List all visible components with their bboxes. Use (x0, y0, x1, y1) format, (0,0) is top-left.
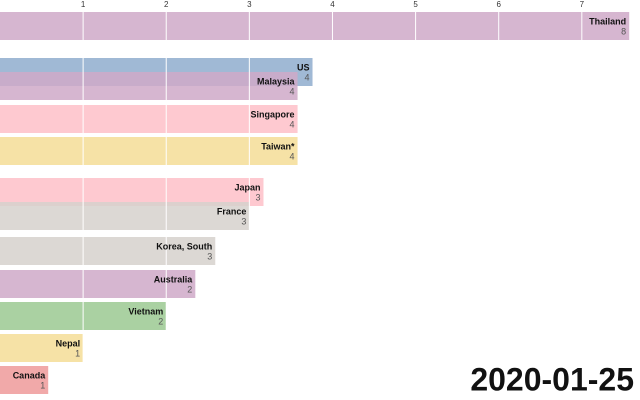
value-label: 1 (40, 380, 45, 390)
value-label: 4 (290, 151, 295, 161)
value-label: 4 (305, 72, 310, 82)
bar (0, 105, 298, 133)
bar (0, 237, 216, 265)
x-tick-label: 6 (496, 0, 501, 9)
bar (0, 137, 298, 165)
x-tick-label: 7 (580, 0, 585, 9)
bar (0, 366, 49, 394)
value-label: 2 (187, 284, 192, 294)
category-label: Nepal (56, 338, 81, 348)
value-label: 4 (290, 119, 295, 129)
category-label: Taiwan* (261, 141, 295, 151)
date-label: 2020-01-25 (470, 361, 634, 397)
x-tick-label: 5 (413, 0, 418, 9)
category-label: Malaysia (257, 76, 296, 86)
value-label: 3 (241, 216, 246, 226)
value-label: 3 (207, 251, 212, 261)
category-label: Australia (154, 274, 194, 284)
value-label: 3 (255, 192, 260, 202)
category-label: Vietnam (128, 306, 163, 316)
bar (0, 270, 196, 298)
value-label: 2 (158, 316, 163, 326)
category-label: Canada (13, 370, 47, 380)
bar (0, 12, 630, 40)
x-tick-label: 4 (330, 0, 335, 9)
x-tick-label: 1 (81, 0, 86, 9)
value-label: 4 (290, 86, 295, 96)
x-tick-label: 2 (164, 0, 169, 9)
category-label: Korea, South (156, 241, 212, 251)
bar (0, 178, 264, 206)
category-label: Japan (234, 182, 260, 192)
bar (0, 334, 84, 362)
bar (0, 72, 298, 100)
value-label: 1 (75, 348, 80, 358)
bar (0, 202, 250, 230)
x-tick-label: 3 (247, 0, 252, 9)
category-label: Thailand (589, 16, 626, 26)
value-label: 8 (621, 26, 626, 36)
category-label: France (217, 206, 247, 216)
category-label: US (297, 62, 310, 72)
category-label: Singapore (251, 109, 295, 119)
